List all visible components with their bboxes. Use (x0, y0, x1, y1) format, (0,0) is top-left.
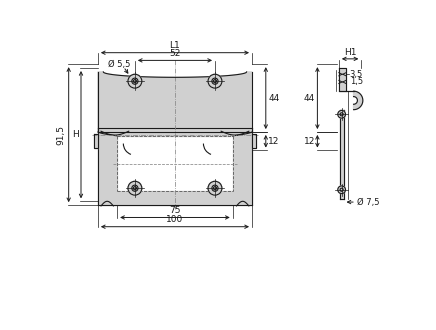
Text: 3,5: 3,5 (350, 70, 363, 79)
Text: 44: 44 (304, 94, 315, 103)
Text: 75: 75 (169, 206, 181, 215)
Circle shape (208, 74, 222, 88)
Circle shape (128, 74, 142, 88)
Circle shape (208, 181, 222, 195)
Text: L1: L1 (170, 41, 181, 50)
Circle shape (128, 181, 142, 195)
Text: Ø 7,5: Ø 7,5 (358, 198, 380, 207)
Polygon shape (94, 134, 98, 148)
Polygon shape (252, 134, 256, 148)
Text: 91,5: 91,5 (57, 125, 65, 145)
Polygon shape (340, 111, 344, 199)
Text: 100: 100 (166, 215, 184, 224)
Text: H1: H1 (344, 48, 356, 56)
Polygon shape (339, 68, 346, 91)
Polygon shape (98, 72, 252, 132)
Text: 12: 12 (268, 137, 279, 146)
Text: 52: 52 (169, 49, 181, 58)
Circle shape (338, 111, 345, 118)
Polygon shape (117, 191, 233, 205)
Polygon shape (233, 128, 252, 205)
Text: 1,5: 1,5 (350, 78, 363, 86)
Circle shape (338, 186, 345, 194)
Polygon shape (354, 91, 363, 110)
Polygon shape (117, 128, 233, 136)
Text: H: H (72, 130, 78, 139)
Text: Ø 5,5: Ø 5,5 (108, 60, 131, 69)
Text: 44: 44 (268, 94, 279, 103)
Text: 12: 12 (304, 137, 315, 146)
Polygon shape (98, 128, 117, 205)
